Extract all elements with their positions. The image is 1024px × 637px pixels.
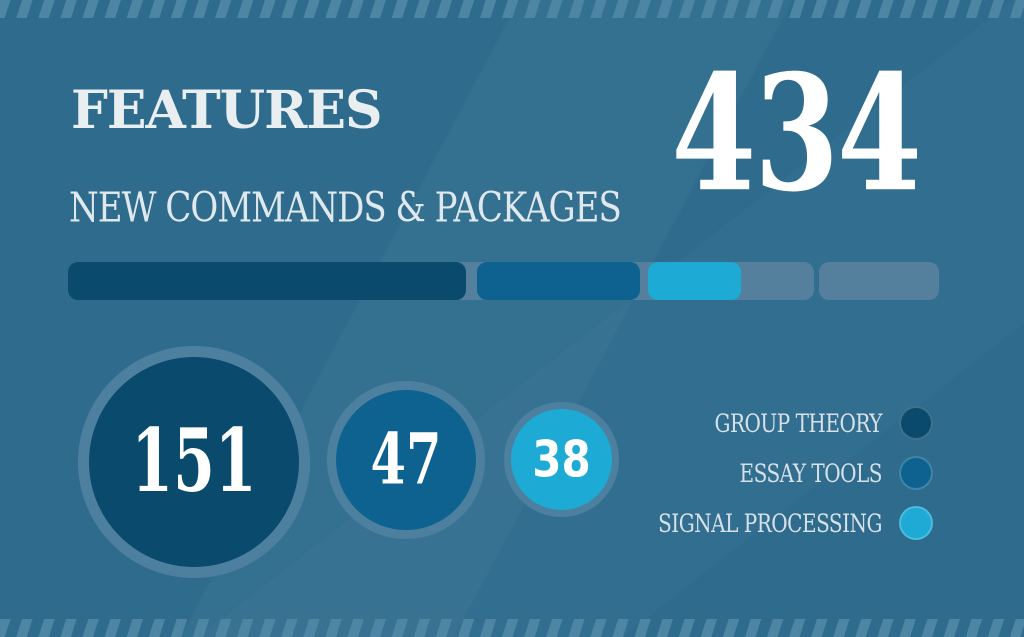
page-title: FEATURES xyxy=(71,80,382,141)
legend-label-text: SIGNAL PROCESSING xyxy=(658,508,882,538)
legend-row-signal-processing: SIGNAL PROCESSING xyxy=(658,498,933,548)
total-count-value: 434 xyxy=(671,38,922,228)
bar-segment-signal-processing xyxy=(648,262,741,300)
segmented-progress-bar xyxy=(68,262,939,300)
bubble-essay-tools-value: 47 xyxy=(370,417,442,501)
total-count: 434 xyxy=(671,53,922,213)
bubble-essay-tools: 47 xyxy=(327,381,485,539)
striped-border-bottom xyxy=(0,619,1024,637)
bubble-group-theory-value: 151 xyxy=(131,411,257,513)
progress-bar-values xyxy=(68,262,939,300)
bar-segment-essay-tools xyxy=(477,262,640,300)
legend-label-text: ESSAY TOOLS xyxy=(739,458,883,488)
page-subtitle-text: NEW COMMANDS & PACKAGES xyxy=(69,184,622,233)
page-subtitle: NEW COMMANDS & PACKAGES xyxy=(69,188,622,229)
bubble-signal-processing-value: 38 xyxy=(532,430,591,488)
legend-label-signal-processing: SIGNAL PROCESSING xyxy=(658,508,882,538)
legend: GROUP THEORY ESSAY TOOLS SIGNAL PROCESSI… xyxy=(658,398,933,548)
legend-row-essay-tools: ESSAY TOOLS xyxy=(658,448,933,498)
legend-dot-icon-essay-tools xyxy=(899,456,933,490)
bubble-signal-processing: 38 xyxy=(504,402,619,517)
bar-segment-group-theory xyxy=(68,262,466,300)
bar-track-segment xyxy=(818,262,939,300)
legend-label-essay-tools: ESSAY TOOLS xyxy=(739,458,883,488)
striped-border-top xyxy=(0,0,1024,18)
legend-label-text: GROUP THEORY xyxy=(714,408,882,438)
bubble-group-theory: 151 xyxy=(78,346,310,578)
legend-dot-icon-signal-processing xyxy=(899,506,933,540)
legend-dot-icon-group-theory xyxy=(899,406,933,440)
legend-row-group-theory: GROUP THEORY xyxy=(658,398,933,448)
legend-label-group-theory: GROUP THEORY xyxy=(714,408,882,438)
